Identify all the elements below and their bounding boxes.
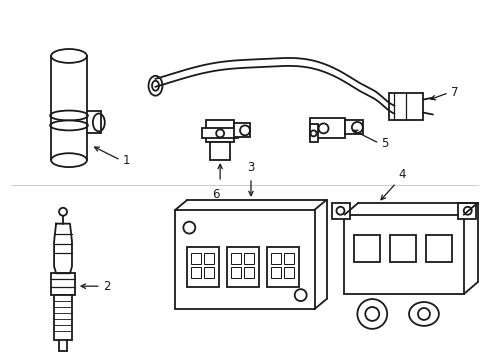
Bar: [187, 247, 219, 287]
Polygon shape: [54, 224, 72, 273]
Ellipse shape: [294, 289, 306, 301]
Text: 1: 1: [122, 154, 130, 167]
Ellipse shape: [93, 113, 104, 131]
Text: 2: 2: [102, 280, 110, 293]
Bar: [425, 235, 451, 262]
Ellipse shape: [183, 222, 195, 234]
Bar: [266, 247, 298, 287]
Ellipse shape: [59, 208, 67, 216]
Bar: [270, 253, 280, 264]
Ellipse shape: [50, 111, 88, 121]
Bar: [389, 235, 415, 262]
Bar: [210, 142, 230, 160]
Bar: [244, 267, 253, 278]
Text: 5: 5: [381, 137, 388, 150]
Bar: [231, 267, 241, 278]
Bar: [344, 215, 463, 294]
Bar: [206, 121, 234, 142]
Bar: [226, 247, 258, 287]
Bar: [191, 267, 201, 278]
Bar: [388, 93, 422, 121]
Ellipse shape: [318, 123, 328, 133]
Ellipse shape: [51, 153, 87, 167]
Bar: [234, 123, 249, 137]
Ellipse shape: [417, 308, 429, 320]
Ellipse shape: [336, 207, 344, 215]
Ellipse shape: [408, 302, 438, 326]
Ellipse shape: [365, 307, 379, 321]
Ellipse shape: [463, 207, 471, 215]
Bar: [309, 125, 317, 142]
Ellipse shape: [51, 49, 87, 63]
Bar: [457, 203, 475, 219]
Bar: [270, 267, 280, 278]
Bar: [175, 210, 314, 309]
Bar: [54, 295, 72, 340]
Text: 4: 4: [397, 168, 405, 181]
Bar: [244, 253, 253, 264]
Ellipse shape: [310, 130, 316, 136]
Ellipse shape: [240, 125, 249, 135]
Ellipse shape: [50, 121, 88, 130]
Ellipse shape: [351, 122, 362, 133]
Bar: [283, 253, 293, 264]
Text: 3: 3: [247, 161, 254, 174]
Bar: [332, 203, 350, 219]
Bar: [354, 235, 380, 262]
Bar: [231, 253, 241, 264]
Ellipse shape: [216, 129, 224, 137]
Text: 6: 6: [212, 188, 220, 201]
Bar: [202, 129, 238, 138]
Bar: [191, 253, 201, 264]
Bar: [345, 121, 363, 134]
Bar: [51, 273, 75, 295]
Bar: [204, 267, 214, 278]
Ellipse shape: [152, 81, 159, 91]
Ellipse shape: [148, 76, 162, 96]
Ellipse shape: [357, 299, 386, 329]
Bar: [309, 118, 345, 138]
Bar: [283, 267, 293, 278]
Bar: [204, 253, 214, 264]
Text: 7: 7: [450, 86, 457, 99]
